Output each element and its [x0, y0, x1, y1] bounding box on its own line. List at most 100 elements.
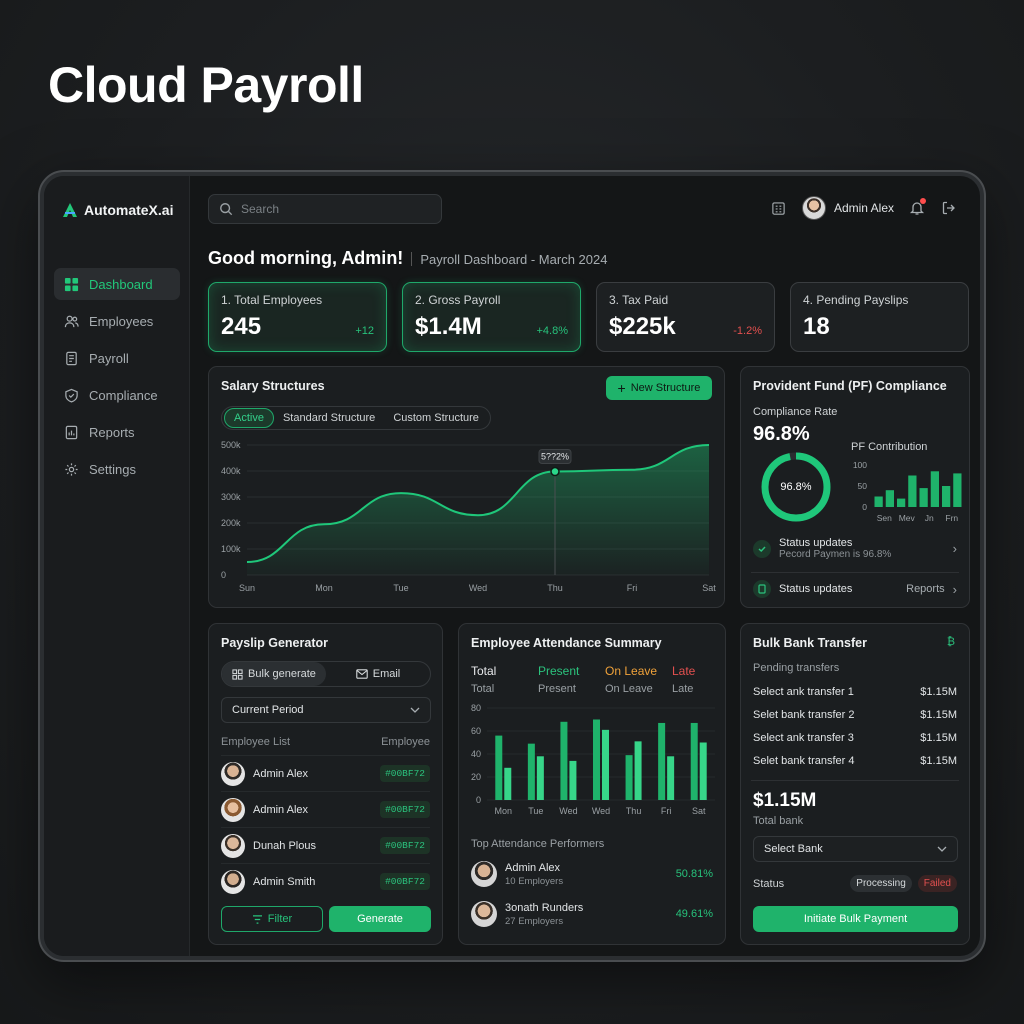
- reports-link[interactable]: Reports: [906, 583, 945, 595]
- period-select[interactable]: Current Period: [221, 697, 431, 723]
- shield-icon: [65, 388, 78, 403]
- filter-button[interactable]: Filter: [221, 906, 323, 932]
- search-box[interactable]: [208, 194, 442, 224]
- plus-icon: +: [617, 380, 626, 396]
- sidebar-item-reports[interactable]: Reports: [54, 416, 180, 448]
- table-row[interactable]: Dunah Plous #00BF72: [221, 827, 430, 863]
- kpi-label: 2. Gross Payroll: [415, 293, 501, 307]
- x-tick-label: Tue: [393, 583, 408, 593]
- avatar: [801, 196, 826, 220]
- table-row[interactable]: Admin Smith #00BF72: [221, 863, 430, 899]
- brand[interactable]: AutomateX.ai: [62, 202, 173, 218]
- kpi-card-gross-payroll[interactable]: 2. Gross Payroll $1.4M +4.8%: [402, 282, 581, 352]
- logout-icon[interactable]: [940, 199, 958, 217]
- table-row[interactable]: Admin Alex #00BF72: [221, 791, 430, 827]
- bulk-generate-option[interactable]: Bulk generate: [222, 662, 326, 686]
- chevron-down-icon: [937, 846, 947, 852]
- sidebar-item-dashboard[interactable]: Dashboard: [54, 268, 180, 300]
- receipt-icon: [66, 351, 77, 365]
- email-option[interactable]: Email: [326, 662, 430, 686]
- x-tick-label: Mev: [899, 513, 916, 523]
- pf-bar-chart: 100 50 0 Sen Mev Jn Frn: [853, 460, 962, 523]
- attendance-bar-chart[interactable]: 80 60 40 20 0 Mon Tue Wed Wed Thu Fri Sat: [459, 704, 727, 824]
- compliance-rate-label: Compliance Rate: [753, 406, 838, 418]
- performer-percent: 50.81%: [675, 868, 713, 880]
- bank-select[interactable]: Select Bank: [753, 836, 958, 862]
- sidebar-item-compliance[interactable]: Compliance: [54, 379, 180, 411]
- y-tick-label: 40: [471, 749, 481, 759]
- kpi-value: $225k: [609, 313, 676, 340]
- sidebar-item-label: Employees: [89, 313, 154, 329]
- legend-title: Late: [672, 664, 696, 678]
- main-content: Admin Alex Good morning, Admin! Payroll …: [190, 176, 980, 956]
- y-tick-label: 80: [471, 704, 481, 713]
- option-label: Email: [372, 668, 401, 680]
- list-item[interactable]: 3onath Runders 27 Employers 49.61%: [471, 898, 713, 930]
- pf-bar: [874, 496, 883, 507]
- grid-icon: [64, 277, 79, 291]
- list-item[interactable]: Select ank transfer 3 $1.15M: [753, 732, 957, 744]
- status-update-row[interactable]: Status updates Pecord Paymen is 96.8% ›: [753, 537, 957, 560]
- user-menu[interactable]: Admin Alex: [801, 196, 894, 220]
- avatar: [221, 869, 245, 894]
- list-item[interactable]: Selet bank transfer 2 $1.15M: [753, 709, 957, 721]
- chevron-right-icon: ›: [952, 581, 957, 597]
- legend-sub: Late: [672, 683, 694, 695]
- chevron-right-icon: ›: [952, 541, 957, 556]
- pf-bar: [930, 471, 939, 507]
- legend-title: On Leave: [605, 664, 658, 678]
- attendance-bar: [504, 767, 512, 800]
- attendance-bar: [690, 722, 698, 800]
- employee-list-header: Employee List Employee: [221, 736, 430, 748]
- performer-percent: 49.61%: [675, 908, 713, 920]
- list-item[interactable]: Admin Alex 10 Employers 50.81%: [471, 858, 713, 890]
- sidebar-item-employees[interactable]: Employees: [54, 305, 180, 337]
- legend-sub: On Leave: [605, 683, 653, 695]
- compliance-donut: [761, 452, 831, 522]
- avatar: [471, 901, 497, 927]
- y-tick-label: 100k: [221, 544, 241, 554]
- initiate-bulk-payment-button[interactable]: Initiate Bulk Payment: [753, 906, 958, 932]
- performer-sub: 27 Employers: [505, 915, 564, 927]
- list-item[interactable]: Select ank transfer 1 $1.15M: [753, 686, 957, 698]
- generate-button[interactable]: Generate: [329, 906, 431, 932]
- calculator-icon[interactable]: [770, 199, 788, 217]
- option-label: Bulk generate: [248, 668, 316, 680]
- list-item[interactable]: Selet bank transfer 4 $1.15M: [753, 755, 957, 767]
- sidebar-item-settings[interactable]: Settings: [54, 453, 180, 485]
- x-tick-label: Mon: [495, 806, 513, 816]
- page-subtitle: Payroll Dashboard - March 2024: [420, 252, 608, 267]
- brand-name: AutomateX.ai: [84, 202, 174, 218]
- status-title: Status updates: [779, 583, 853, 595]
- kpi-value: $1.4M: [415, 313, 482, 340]
- transfer-amount: $1.15M: [920, 686, 957, 698]
- status-reports-row[interactable]: Status updates Reports ›: [753, 580, 957, 598]
- kpi-card-total-employees[interactable]: 1. Total Employees 245 +12: [208, 282, 387, 352]
- employee-name: Admin Alex: [253, 767, 309, 780]
- x-tick-label: Sat: [692, 806, 706, 816]
- tab-custom-structure[interactable]: Custom Structure: [393, 412, 479, 424]
- grid-icon: [232, 668, 243, 680]
- x-tick-label: Frn: [945, 513, 958, 523]
- card-title: Payslip Generator: [221, 636, 328, 650]
- employee-code-chip: #00BF72: [380, 837, 430, 854]
- tab-standard-structure[interactable]: Standard Structure: [282, 412, 376, 424]
- bell-icon[interactable]: [908, 198, 926, 217]
- sync-icon[interactable]: ₿: [946, 636, 955, 648]
- employee-name: Dunah Plous: [253, 839, 316, 852]
- tab-active[interactable]: Active: [224, 408, 274, 428]
- page-title: Good morning, Admin!: [208, 248, 404, 268]
- kpi-row: 1. Total Employees 245 +12 2. Gross Payr…: [208, 282, 969, 352]
- employee-name: Admin Smith: [253, 875, 316, 888]
- status-title: Status updates: [779, 537, 853, 549]
- performers-title: Top Attendance Performers: [471, 838, 605, 850]
- kpi-card-tax-paid[interactable]: 3. Tax Paid $225k -1.2%: [596, 282, 775, 352]
- salary-area-chart[interactable]: 500k 400k 300k 200k 100k 0 Sun Mon Tue Wed Thu Fri S…: [209, 437, 726, 607]
- pf-bar: [885, 490, 894, 507]
- new-structure-button[interactable]: + New Structure: [606, 376, 712, 400]
- search-input[interactable]: [241, 202, 421, 216]
- sidebar-item-payroll[interactable]: Payroll: [54, 342, 180, 374]
- attendance-bar: [536, 756, 544, 800]
- kpi-card-pending-payslips[interactable]: 4. Pending Payslips 18: [790, 282, 969, 352]
- table-row[interactable]: Admin Alex #00BF72: [221, 755, 430, 791]
